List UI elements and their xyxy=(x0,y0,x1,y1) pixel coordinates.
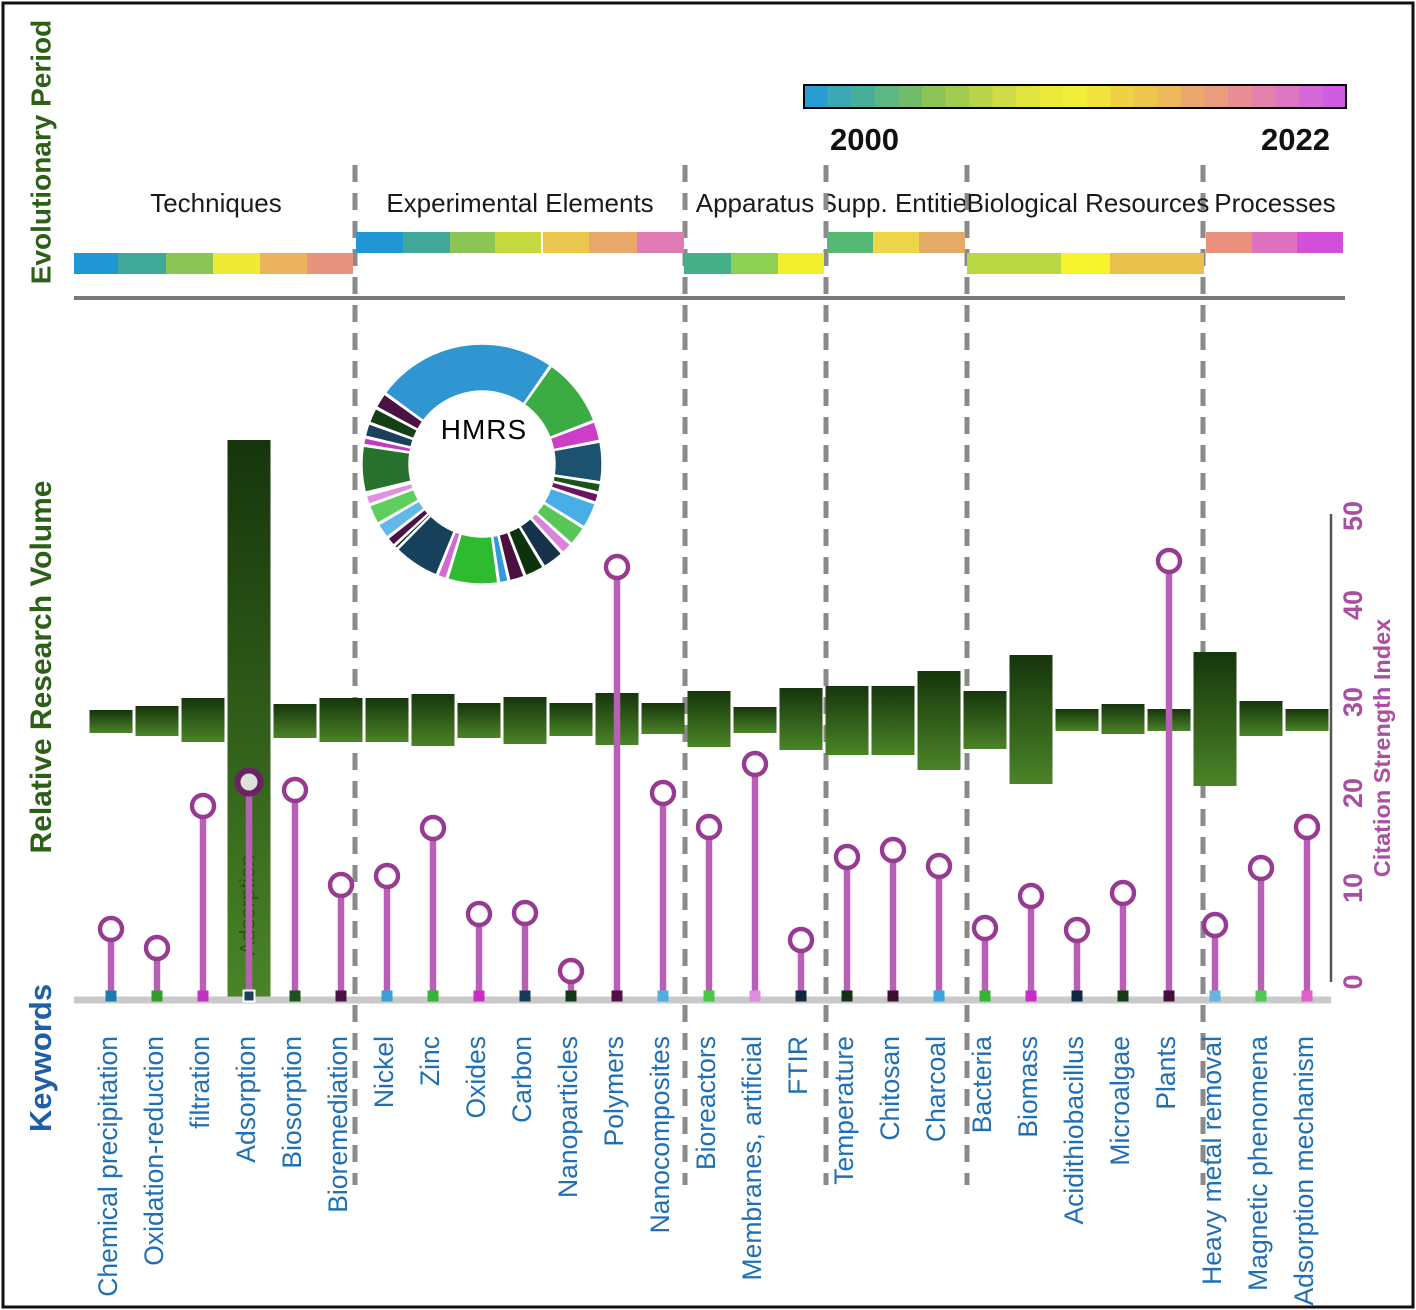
svg-text:Polymers: Polymers xyxy=(599,1036,629,1146)
svg-text:Temperature: Temperature xyxy=(829,1036,859,1185)
svg-text:Heavy metal removal: Heavy metal removal xyxy=(1197,1036,1227,1285)
svg-text:Bioremediation: Bioremediation xyxy=(323,1036,353,1213)
svg-text:50: 50 xyxy=(1338,501,1368,531)
svg-text:20: 20 xyxy=(1338,778,1368,808)
svg-text:Oxides: Oxides xyxy=(461,1036,491,1118)
svg-text:Experimental Elements: Experimental Elements xyxy=(386,188,653,218)
svg-text:Microalgae: Microalgae xyxy=(1105,1036,1135,1166)
svg-text:2022: 2022 xyxy=(1261,122,1330,157)
svg-text:Nanoparticles: Nanoparticles xyxy=(553,1036,583,1198)
svg-text:Adsorption: Adsorption xyxy=(231,1036,261,1163)
svg-text:40: 40 xyxy=(1338,590,1368,620)
svg-text:Techniques: Techniques xyxy=(150,188,282,218)
svg-text:Chemical precipitation: Chemical precipitation xyxy=(93,1036,123,1297)
svg-text:FTIR: FTIR xyxy=(783,1036,813,1095)
svg-text:HMRS: HMRS xyxy=(441,414,527,445)
svg-text:2000: 2000 xyxy=(830,122,899,157)
svg-text:Processes: Processes xyxy=(1214,188,1335,218)
svg-text:Membranes, artificial: Membranes, artificial xyxy=(737,1036,767,1280)
svg-text:filtration: filtration xyxy=(185,1036,215,1129)
svg-text:Apparatus: Apparatus xyxy=(696,188,815,218)
svg-text:Oxidation-reduction: Oxidation-reduction xyxy=(139,1036,169,1266)
svg-text:Nickel: Nickel xyxy=(369,1036,399,1108)
svg-text:Chitosan: Chitosan xyxy=(875,1036,905,1141)
svg-text:Biomass: Biomass xyxy=(1013,1036,1043,1138)
svg-text:Biological Resources: Biological Resources xyxy=(967,188,1210,218)
svg-text:Charcoal: Charcoal xyxy=(921,1036,951,1142)
svg-text:Evolutionary Period: Evolutionary Period xyxy=(25,20,56,285)
svg-text:Acidithiobacillus: Acidithiobacillus xyxy=(1059,1036,1089,1225)
svg-text:Relative Research Volume: Relative Research Volume xyxy=(25,481,58,854)
svg-text:Supp. Entities: Supp. Entities xyxy=(820,188,980,218)
svg-text:Zinc: Zinc xyxy=(415,1036,445,1086)
svg-text:30: 30 xyxy=(1338,687,1368,717)
svg-text:Biosorption: Biosorption xyxy=(277,1036,307,1169)
svg-text:Keywords: Keywords xyxy=(23,984,58,1132)
svg-text:Bioreactors: Bioreactors xyxy=(691,1036,721,1170)
svg-text:Plants: Plants xyxy=(1151,1036,1181,1110)
svg-text:0: 0 xyxy=(1338,974,1368,989)
svg-text:Magnetic phenomena: Magnetic phenomena xyxy=(1243,1036,1273,1291)
svg-text:Bacteria: Bacteria xyxy=(967,1036,997,1133)
svg-text:Citation Strength Index: Citation Strength Index xyxy=(1369,619,1395,878)
svg-text:Nanocomposites: Nanocomposites xyxy=(645,1036,675,1233)
svg-text:10: 10 xyxy=(1338,873,1368,903)
svg-text:Carbon: Carbon xyxy=(507,1036,537,1123)
svg-text:Adsorption mechanism: Adsorption mechanism xyxy=(1289,1036,1319,1306)
